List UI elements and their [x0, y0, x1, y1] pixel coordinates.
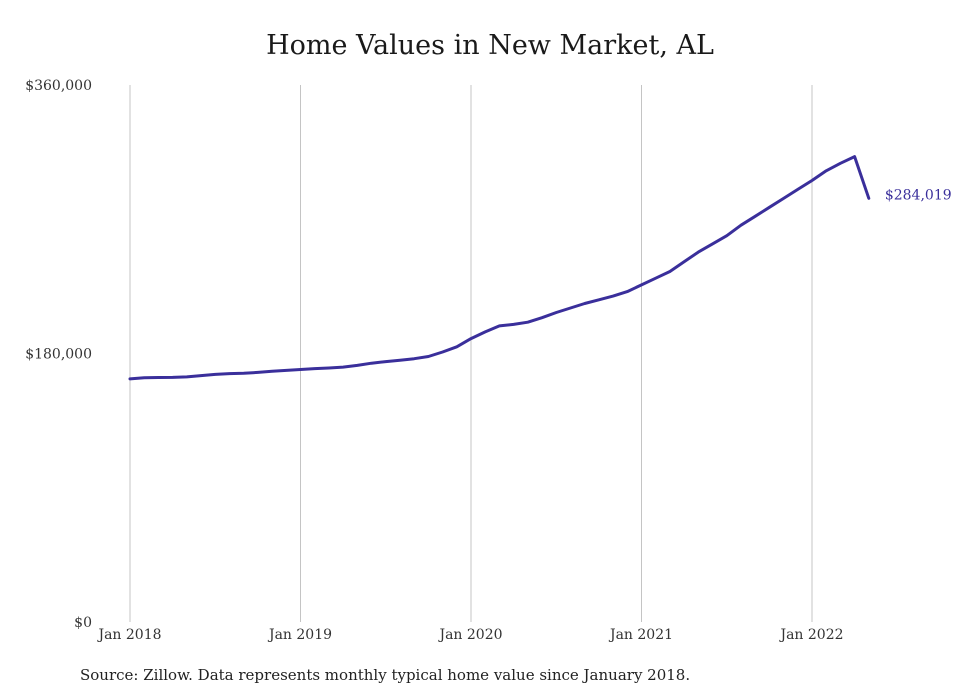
y-tick-label: $360,000 — [25, 78, 92, 94]
end-value-label: $284,019 — [885, 187, 952, 203]
source-note: Source: Zillow. Data represents monthly … — [80, 666, 691, 684]
chart-title: Home Values in New Market, AL — [266, 30, 714, 61]
y-tick-label: $0 — [74, 615, 92, 631]
y-axis-labels: $0 $180,000 $360,000 — [25, 78, 92, 631]
x-tick-label: Jan 2020 — [437, 627, 502, 643]
grid-lines — [129, 85, 813, 622]
x-tick-label: Jan 2019 — [267, 627, 332, 643]
x-tick-label: Jan 2021 — [608, 627, 673, 643]
x-tick-label: Jan 2018 — [96, 627, 161, 643]
y-tick-label: $180,000 — [25, 347, 92, 363]
x-tick-label: Jan 2022 — [778, 627, 843, 643]
series-line-home-value — [128, 155, 871, 381]
x-axis-labels: Jan 2018 Jan 2019 Jan 2020 Jan 2021 Jan 2022 — [96, 627, 843, 643]
